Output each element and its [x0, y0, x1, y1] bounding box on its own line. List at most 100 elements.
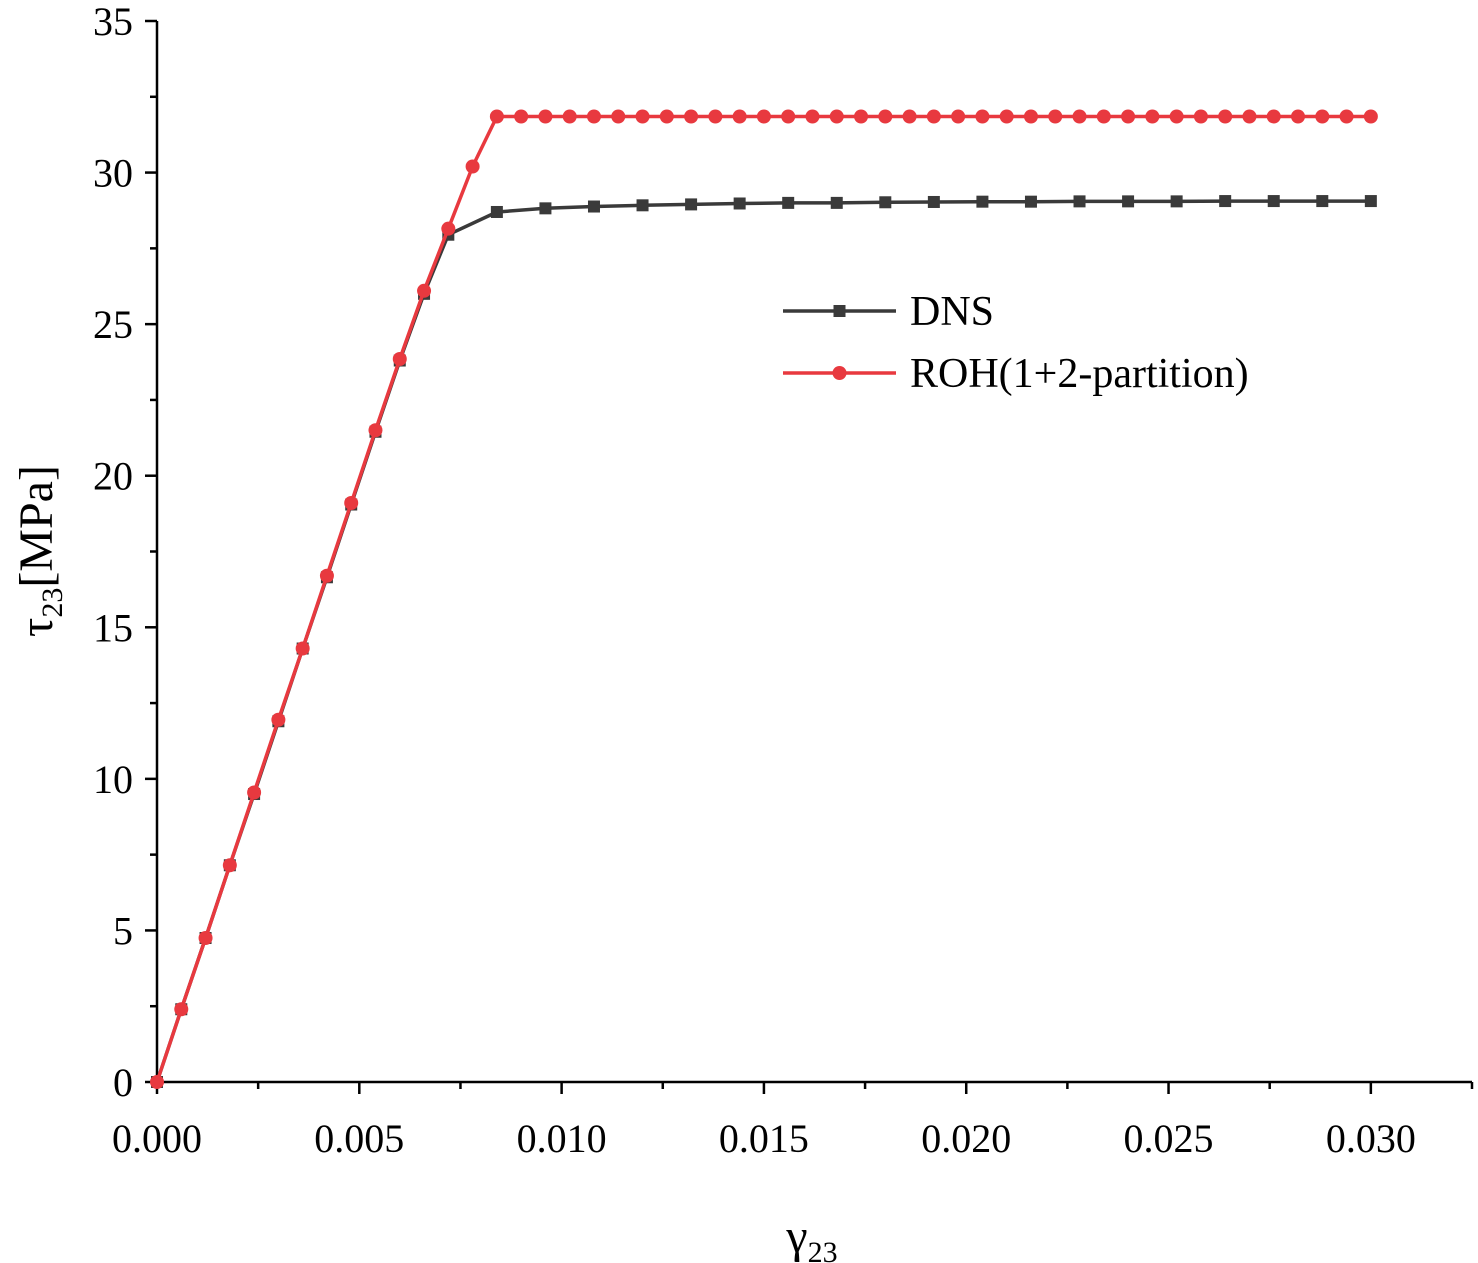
x-tick-label: 0.015 — [719, 1116, 809, 1161]
data-point-circle — [150, 1075, 164, 1089]
data-point-circle — [222, 858, 237, 873]
legend-label: DNS — [910, 289, 994, 335]
data-point-circle — [538, 109, 553, 124]
data-point-circle — [1339, 109, 1354, 124]
x-axis-title-main: γ — [785, 1210, 807, 1263]
y-axis-title-suffix: [MPa] — [10, 465, 63, 588]
data-point-circle — [417, 283, 432, 298]
data-point-square — [490, 205, 503, 218]
data-point-square — [927, 195, 940, 208]
x-tick-label: 0.000 — [112, 1116, 202, 1161]
x-tick-label: 0.030 — [1326, 1116, 1416, 1161]
data-point-circle — [514, 109, 529, 124]
legend-item: DNS — [783, 289, 994, 335]
x-tick-label: 0.005 — [314, 1116, 404, 1161]
x-axis-title-sub: 23 — [808, 1236, 838, 1263]
data-point-circle — [611, 109, 626, 124]
data-point-circle — [1145, 109, 1160, 124]
data-point-square — [587, 200, 600, 213]
data-point-circle — [1048, 109, 1063, 124]
data-point-circle — [1266, 109, 1281, 124]
data-point-circle — [295, 641, 310, 656]
data-point-circle — [829, 109, 844, 124]
y-tick-label: 35 — [93, 0, 133, 44]
data-point-circle — [489, 109, 504, 124]
data-point-square — [1170, 195, 1183, 208]
data-point-square — [1122, 195, 1135, 208]
series-layer — [150, 109, 1378, 1089]
data-point-circle — [562, 109, 577, 124]
y-tick-label: 30 — [93, 151, 133, 196]
data-point-circle — [1193, 109, 1208, 124]
data-point-circle — [756, 109, 771, 124]
data-point-circle — [1096, 109, 1111, 124]
data-point-square — [539, 202, 552, 215]
data-point-square — [1219, 195, 1232, 208]
data-point-circle — [878, 109, 893, 124]
y-tick-label: 5 — [113, 908, 133, 953]
data-point-square — [830, 196, 843, 209]
data-point-circle — [247, 785, 262, 800]
legend-marker-square — [833, 305, 846, 317]
data-point-square — [636, 199, 649, 212]
data-point-circle — [1121, 109, 1136, 124]
data-point-circle — [465, 159, 480, 174]
x-tick-label: 0.020 — [921, 1116, 1011, 1161]
y-axis-title-sub: 23 — [36, 588, 69, 618]
data-point-circle — [999, 109, 1014, 124]
data-point-circle — [781, 109, 796, 124]
data-point-square — [1267, 195, 1280, 208]
data-point-circle — [344, 495, 359, 510]
data-point-circle — [319, 568, 334, 583]
data-point-circle — [1023, 109, 1038, 124]
data-point-circle — [392, 352, 407, 367]
series-dns — [151, 195, 1377, 1088]
legend-item: ROH(1+2-partition) — [783, 351, 1249, 397]
data-point-circle — [1315, 109, 1330, 124]
data-point-circle — [441, 221, 456, 236]
y-axis-title-main: τ — [10, 618, 63, 637]
legend: DNS ROH(1+2-partition) — [783, 289, 1249, 397]
axes: 0.000 0.005 0.010 0.015 0.020 0.025 0.030 0 5 10 1… — [93, 0, 1474, 1161]
x-tick-label: 0.010 — [517, 1116, 607, 1161]
data-point-circle — [271, 712, 286, 727]
data-point-square — [685, 198, 698, 211]
data-point-square — [1073, 195, 1086, 208]
x-axis-title: γ23 — [785, 1210, 837, 1263]
data-point-circle — [1072, 109, 1087, 124]
data-point-circle — [198, 931, 213, 946]
data-point-circle — [1242, 109, 1257, 124]
data-point-square — [1364, 195, 1377, 208]
data-point-circle — [805, 109, 820, 124]
data-point-square — [782, 196, 795, 209]
data-point-square — [879, 196, 892, 209]
y-tick-label: 15 — [93, 605, 133, 650]
data-point-circle — [635, 109, 650, 124]
data-point-circle — [368, 423, 383, 438]
data-point-circle — [1169, 109, 1184, 124]
series-line — [155, 114, 1371, 1083]
y-tick-label: 20 — [93, 454, 133, 499]
data-point-square — [1316, 195, 1329, 208]
y-tick-label: 10 — [93, 757, 133, 802]
data-point-circle — [659, 109, 674, 124]
data-point-circle — [926, 109, 941, 124]
legend-marker-circle — [832, 366, 847, 380]
data-point-circle — [975, 109, 990, 124]
legend-label: ROH(1+2-partition) — [910, 351, 1249, 397]
y-tick-label: 0 — [113, 1060, 133, 1105]
data-point-square — [976, 195, 989, 208]
data-point-circle — [684, 109, 699, 124]
data-point-circle — [586, 109, 601, 124]
data-point-circle — [732, 109, 747, 124]
data-point-circle — [708, 109, 723, 124]
data-point-circle — [951, 109, 966, 124]
data-point-circle — [902, 109, 917, 124]
data-point-square — [733, 197, 746, 210]
x-tick-label: 0.025 — [1124, 1116, 1214, 1161]
y-axis-title: τ23[MPa] — [10, 465, 69, 637]
data-point-circle — [1363, 109, 1378, 124]
y-tick-label: 25 — [93, 302, 133, 347]
series-line — [155, 199, 1371, 1083]
